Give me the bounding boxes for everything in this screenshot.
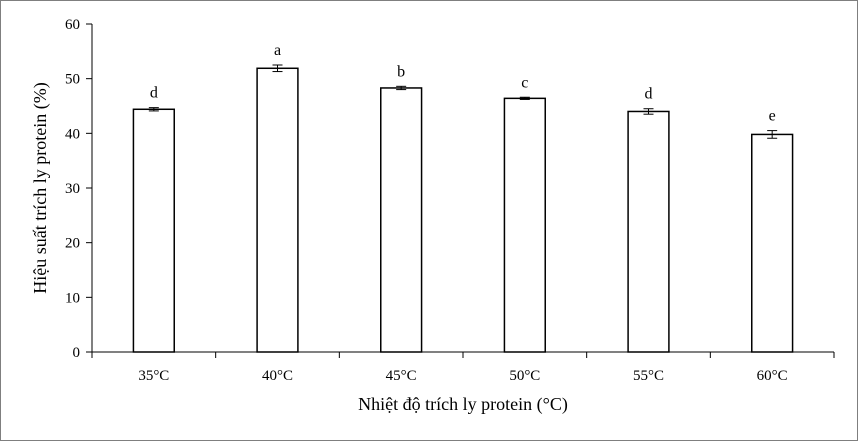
y-ticks: 0 10 20 30 40 50 60 (65, 17, 92, 361)
error-bar (767, 130, 778, 139)
y-tick-label: 40 (65, 126, 80, 142)
significance-label: a (274, 42, 281, 59)
bars: d a b c d e (132, 42, 794, 353)
error-bar (148, 107, 159, 112)
y-tick-label: 50 (65, 72, 80, 88)
y-tick-label: 60 (65, 17, 80, 33)
error-bar (643, 108, 654, 115)
bar (256, 67, 299, 353)
x-tick-label: 60°C (757, 368, 788, 384)
x-tick-label: 55°C (633, 368, 664, 384)
error-bar (519, 96, 530, 100)
significance-label: b (397, 63, 405, 80)
bar (751, 133, 794, 353)
significance-label: d (645, 86, 653, 103)
x-tick-label: 45°C (386, 368, 417, 384)
x-tick-label: 40°C (262, 368, 293, 384)
significance-label: e (769, 108, 776, 125)
y-axis-title: Hiệu suất trích ly protein (%) (30, 82, 51, 293)
error-bar (272, 64, 283, 73)
y-tick-label: 30 (65, 181, 80, 197)
bar (132, 108, 175, 353)
bar (503, 97, 546, 353)
x-ticks: 35°C 40°C 45°C 50°C 55°C 60°C (91, 352, 835, 384)
y-tick-label: 0 (73, 345, 81, 361)
x-tick-label: 50°C (509, 368, 540, 384)
bar (380, 87, 423, 353)
axes (91, 24, 834, 353)
significance-label: c (521, 74, 528, 91)
y-tick-label: 20 (65, 236, 80, 252)
y-tick-label: 10 (65, 290, 80, 306)
x-axis-title: Nhiệt độ trích ly protein (°C) (358, 394, 568, 415)
significance-label: d (150, 85, 158, 102)
bar (627, 110, 670, 353)
error-bar (396, 85, 407, 91)
x-tick-label: 35°C (138, 368, 169, 384)
